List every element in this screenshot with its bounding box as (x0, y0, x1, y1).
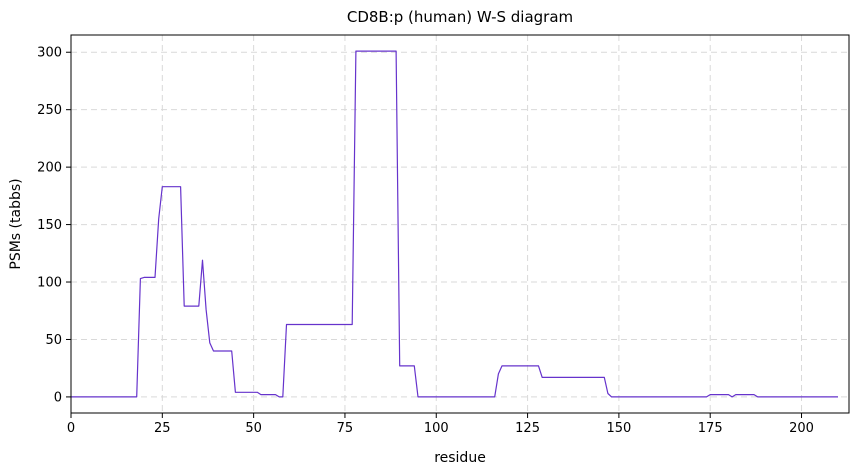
x-tick-label: 75 (337, 421, 354, 436)
plot-frame (70, 34, 850, 414)
x-tick-label: 0 (67, 421, 75, 436)
x-tick-label: 175 (698, 421, 723, 436)
y-tick-label: 150 (37, 218, 62, 233)
x-tick-label: 50 (245, 421, 262, 436)
y-tick-label: 0 (54, 390, 62, 405)
x-tick-label: 100 (424, 421, 449, 436)
series-line (71, 50, 838, 398)
x-tick-label: 150 (606, 421, 631, 436)
plot-area (71, 50, 838, 398)
x-tick-label: 200 (789, 421, 814, 436)
x-tick-label: 125 (515, 421, 540, 436)
chart-title: CD8B:p (human) W-S diagram (347, 8, 573, 26)
y-tick-label: 200 (37, 161, 62, 176)
grid (70, 35, 849, 413)
x-tick-label: 25 (154, 421, 171, 436)
axes: 0 25 50 75 100 125 150 175 200 0 50 100 150 200 250 300 (37, 46, 814, 436)
y-tick-label: 50 (45, 333, 62, 348)
y-tick-label: 100 (37, 276, 62, 291)
y-tick-label: 300 (37, 46, 62, 61)
x-axis-label: residue (434, 450, 486, 466)
y-tick-label: 250 (37, 103, 62, 118)
y-axis-label: PSMs (tabbs) (8, 178, 24, 269)
